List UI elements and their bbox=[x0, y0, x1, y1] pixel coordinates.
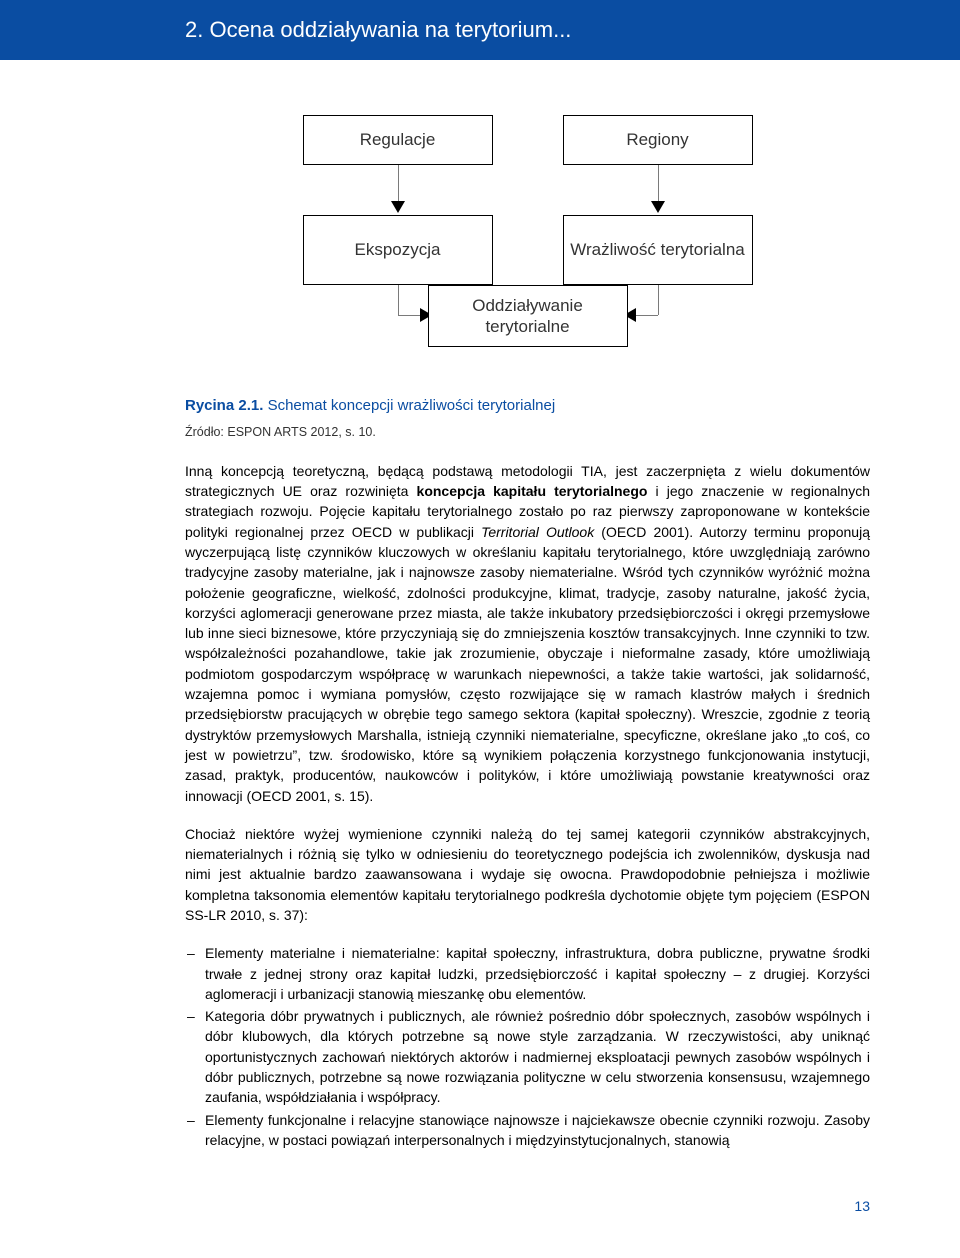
arrow-down-icon bbox=[391, 201, 405, 213]
list-item: Elementy funkcjonalne i relacyjne stanow… bbox=[201, 1110, 870, 1151]
flow-node-oddzialywanie: Oddziaływanie terytorialne bbox=[428, 285, 628, 347]
flowchart-diagram: Regulacje Regiony Ekspozycja Wrażliwość … bbox=[278, 115, 778, 367]
list-item: Elementy materialne i niematerialne: kap… bbox=[201, 943, 870, 1004]
figure-label: Rycina 2.1. bbox=[185, 397, 263, 414]
flow-node-regulacje: Regulacje bbox=[303, 115, 493, 165]
paragraph-2: Chociaż niektóre wyżej wymienione czynni… bbox=[185, 824, 870, 925]
chapter-title: 2. Ocena oddziaływania na terytorium... bbox=[185, 17, 571, 42]
figure-caption-text: Schemat koncepcji wrażliwości terytorial… bbox=[268, 397, 556, 414]
flow-node-regiony: Regiony bbox=[563, 115, 753, 165]
chapter-header: 2. Ocena oddziaływania na terytorium... bbox=[0, 0, 960, 60]
figure-caption: Rycina 2.1. Schemat koncepcji wrażliwośc… bbox=[185, 395, 870, 417]
para1-bold: koncepcja kapitału terytorialnego bbox=[417, 483, 648, 499]
page-content: Regulacje Regiony Ekspozycja Wrażliwość … bbox=[0, 115, 960, 1172]
flow-connector-row2: Oddziaływanie terytorialne bbox=[278, 285, 778, 345]
para1-text-c: (OECD 2001). Autorzy terminu proponują w… bbox=[185, 524, 870, 804]
paragraph-1: Inną koncepcją teoretyczną, będącą podst… bbox=[185, 461, 870, 806]
para1-italic: Territorial Outlook bbox=[481, 524, 594, 540]
arrow-down-icon bbox=[651, 201, 665, 213]
figure-source: Źródło: ESPON ARTS 2012, s. 10. bbox=[185, 423, 870, 441]
flow-node-wrazliwosc: Wrażliwość terytorialna bbox=[563, 215, 753, 285]
list-item: Kategoria dóbr prywatnych i publicznych,… bbox=[201, 1006, 870, 1107]
flow-connector-row1 bbox=[278, 165, 778, 215]
page-number: 13 bbox=[0, 1172, 960, 1226]
bullet-list: Elementy materialne i niematerialne: kap… bbox=[185, 943, 870, 1150]
flow-node-ekspozycja: Ekspozycja bbox=[303, 215, 493, 285]
